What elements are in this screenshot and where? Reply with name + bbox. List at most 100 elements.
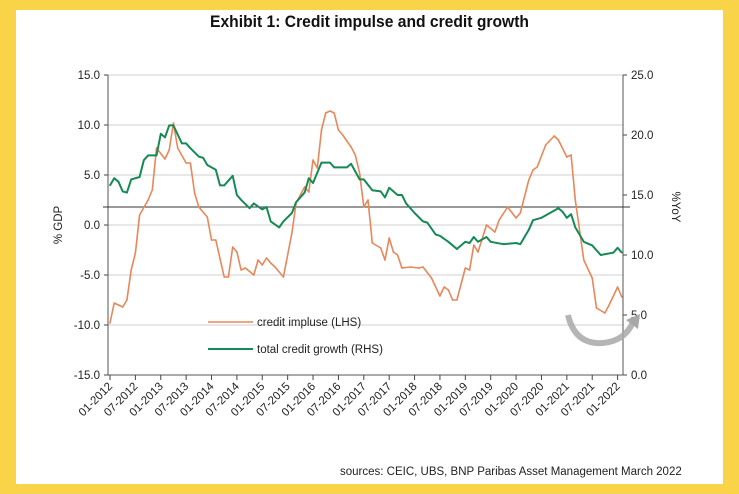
data-point xyxy=(608,304,610,306)
data-point xyxy=(439,295,441,297)
chart-card xyxy=(16,10,723,484)
y-tick-label-right: 20.0 xyxy=(631,130,653,142)
data-point xyxy=(261,208,264,211)
y-tick-label-right: 0.0 xyxy=(631,370,647,382)
data-point xyxy=(138,176,141,178)
data-point xyxy=(312,182,314,184)
data-point xyxy=(485,236,488,238)
y-tick-label-left: 0.0 xyxy=(84,220,100,232)
data-point xyxy=(168,124,171,127)
data-point xyxy=(308,177,310,179)
data-point xyxy=(515,217,517,219)
data-point xyxy=(189,162,192,164)
y-tick-label-left: 10.0 xyxy=(78,120,100,132)
data-point xyxy=(350,163,352,165)
data-point xyxy=(553,135,555,137)
data-point xyxy=(164,158,166,160)
data-point xyxy=(134,252,137,254)
data-point xyxy=(439,235,441,237)
data-point xyxy=(117,181,120,183)
y-tick-label-left: 15.0 xyxy=(78,70,100,82)
data-point xyxy=(303,186,306,188)
data-point xyxy=(303,191,306,194)
data-point xyxy=(527,229,530,231)
data-point xyxy=(477,251,479,253)
data-point xyxy=(447,241,450,243)
data-point xyxy=(253,202,255,205)
data-point xyxy=(498,219,500,221)
data-point xyxy=(434,233,437,236)
data-point xyxy=(155,154,158,157)
data-point xyxy=(320,129,323,131)
data-point xyxy=(396,194,399,196)
data-point xyxy=(379,247,382,249)
data-point xyxy=(464,267,467,269)
data-point xyxy=(130,178,132,181)
data-point xyxy=(143,159,145,161)
data-point xyxy=(417,267,420,269)
data-point xyxy=(472,236,475,238)
data-point xyxy=(544,144,547,146)
y-tick-label-left: -5.0 xyxy=(80,270,100,282)
data-point xyxy=(574,199,577,201)
data-point xyxy=(113,177,116,179)
chart-title: Exhibit 1: Credit impulse and credit gro… xyxy=(210,12,529,31)
y-tick-label-left: -15.0 xyxy=(74,370,100,382)
y-tick-label-right: 25.0 xyxy=(631,70,653,82)
data-point xyxy=(502,243,505,245)
data-point xyxy=(240,269,242,271)
y-axis-label-right: %YoY xyxy=(669,192,681,223)
data-point xyxy=(168,149,171,151)
y-tick-label-left: -10.0 xyxy=(74,320,100,332)
data-point xyxy=(485,224,488,226)
data-point xyxy=(532,169,534,171)
data-point xyxy=(549,212,551,214)
data-point xyxy=(494,231,496,233)
data-point xyxy=(193,192,196,194)
data-point xyxy=(151,189,154,191)
data-point xyxy=(113,302,116,304)
data-point xyxy=(363,206,365,208)
data-point xyxy=(413,212,416,214)
y-tick-label-right: 10.0 xyxy=(631,250,653,262)
data-point xyxy=(227,276,230,278)
data-point xyxy=(274,266,276,268)
data-point xyxy=(176,147,179,149)
data-point xyxy=(367,199,369,201)
data-point xyxy=(126,191,128,194)
data-point xyxy=(515,242,517,244)
data-point xyxy=(109,184,111,187)
data-point xyxy=(214,239,217,241)
data-point xyxy=(401,267,403,269)
data-point xyxy=(621,251,623,254)
data-point xyxy=(422,220,424,223)
data-point xyxy=(164,136,166,139)
data-point xyxy=(430,277,433,279)
data-point xyxy=(532,219,534,221)
data-point xyxy=(506,206,509,208)
data-point xyxy=(269,220,272,223)
data-point xyxy=(189,147,192,149)
data-point xyxy=(185,162,187,164)
data-point xyxy=(147,199,149,201)
data-point xyxy=(379,190,382,193)
data-point xyxy=(519,243,522,245)
data-point xyxy=(198,206,200,208)
data-point xyxy=(574,226,577,229)
data-point xyxy=(265,257,268,259)
data-point xyxy=(329,161,331,164)
data-point xyxy=(540,217,543,219)
data-point xyxy=(138,214,141,216)
data-point xyxy=(202,157,204,159)
data-point xyxy=(269,262,272,264)
data-point xyxy=(147,154,149,157)
data-point xyxy=(185,142,187,145)
data-point xyxy=(308,191,310,193)
data-point xyxy=(566,156,568,158)
data-point xyxy=(409,266,412,268)
data-point xyxy=(261,264,264,266)
data-point xyxy=(333,166,335,169)
data-point xyxy=(595,307,598,309)
data-point xyxy=(244,267,247,269)
